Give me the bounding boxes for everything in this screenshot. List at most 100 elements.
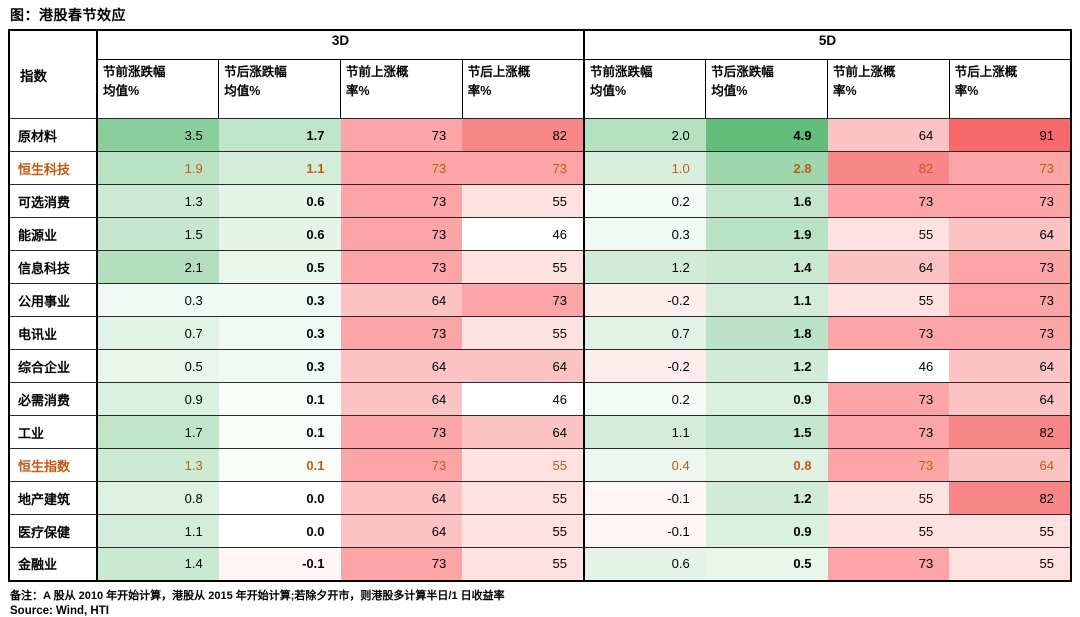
column-header: 节前上涨概 率% — [827, 59, 950, 119]
row-label: 地产建筑 — [9, 481, 98, 515]
data-cell: 73 — [827, 415, 950, 449]
table-row: 地产建筑 0.8 0.0 64 55 -0.1 1.2 55 82 — [9, 481, 1071, 515]
data-cell: 64 — [949, 448, 1071, 482]
data-cell: 2.1 — [97, 250, 219, 284]
data-cell: 0.3 — [97, 283, 219, 317]
data-cell: 91 — [949, 118, 1071, 152]
table-header: 指数 3D 5D 节前涨跌幅 均值% 节后涨跌幅 均值% 节前上涨概 率% 节后上涨概… — [9, 30, 1071, 119]
table-row: 公用事业 0.3 0.3 64 73 -0.2 1.1 55 73 — [9, 283, 1071, 317]
data-cell: 4.9 — [705, 118, 828, 152]
data-cell: 64 — [949, 349, 1071, 383]
data-cell: 1.2 — [584, 250, 706, 284]
table-row: 恒生指数 1.3 0.1 73 55 0.4 0.8 73 64 — [9, 448, 1071, 482]
data-cell: 0.8 — [97, 481, 219, 515]
data-cell: 0.2 — [584, 382, 706, 416]
data-cell: 1.9 — [705, 217, 828, 251]
data-cell: 0.7 — [97, 316, 219, 350]
data-cell: 0.3 — [218, 349, 341, 383]
data-cell: 73 — [827, 382, 950, 416]
data-cell: 0.0 — [218, 514, 341, 548]
table-row: 能源业 1.5 0.6 73 46 0.3 1.9 55 64 — [9, 217, 1071, 251]
row-label: 综合企业 — [9, 349, 98, 383]
column-header: 节后上涨概 率% — [461, 59, 584, 119]
data-cell: 55 — [462, 316, 585, 350]
row-label: 电讯业 — [9, 316, 98, 350]
data-cell: 82 — [462, 118, 585, 152]
column-header: 节前涨跌幅 均值% — [96, 59, 219, 119]
data-cell: 46 — [462, 217, 585, 251]
table-row: 金融业 1.4 -0.1 73 55 0.6 0.5 73 55 — [9, 547, 1071, 581]
footnote: 备注：A 股从 2010 年开始计算，港股从 2015 年开始计算;若除夕开市，… — [10, 589, 505, 602]
data-cell: 82 — [827, 151, 950, 185]
table-row: 必需消费 0.9 0.1 64 46 0.2 0.9 73 64 — [9, 382, 1071, 416]
data-cell: 73 — [949, 184, 1071, 218]
data-cell: 0.9 — [705, 382, 828, 416]
data-cell: 64 — [949, 217, 1071, 251]
column-header: 节后上涨概 率% — [948, 59, 1071, 119]
data-cell: 1.4 — [97, 547, 219, 581]
data-cell: 1.8 — [705, 316, 828, 350]
data-cell: 64 — [340, 283, 463, 317]
data-cell: 1.3 — [97, 448, 219, 482]
data-cell: 1.4 — [705, 250, 828, 284]
data-cell: 3.5 — [97, 118, 219, 152]
data-cell: 0.9 — [97, 382, 219, 416]
data-cell: 0.3 — [218, 283, 341, 317]
data-cell: 1.7 — [218, 118, 341, 152]
data-cell: 1.5 — [97, 217, 219, 251]
data-cell: 0.5 — [705, 547, 828, 581]
data-cell: 55 — [462, 250, 585, 284]
table-row: 综合企业 0.5 0.3 64 64 -0.2 1.2 46 64 — [9, 349, 1071, 383]
row-label: 必需消费 — [9, 382, 98, 416]
data-cell: 55 — [827, 514, 950, 548]
table-row: 信息科技 2.1 0.5 73 55 1.2 1.4 64 73 — [9, 250, 1071, 284]
data-cell: 55 — [462, 481, 585, 515]
row-label: 原材料 — [9, 118, 98, 152]
data-cell: 55 — [462, 184, 585, 218]
data-cell: 82 — [949, 415, 1071, 449]
data-cell: 64 — [340, 481, 463, 515]
data-cell: 0.1 — [218, 448, 341, 482]
data-cell: 73 — [340, 118, 463, 152]
data-cell: 1.6 — [705, 184, 828, 218]
data-cell: 55 — [462, 547, 585, 581]
data-cell: -0.1 — [218, 547, 341, 581]
data-cell: 73 — [949, 250, 1071, 284]
row-label: 恒生科技 — [9, 151, 98, 185]
data-cell: 2.8 — [705, 151, 828, 185]
data-cell: 73 — [340, 547, 463, 581]
data-cell: -0.2 — [584, 349, 706, 383]
data-cell: -0.2 — [584, 283, 706, 317]
table-row: 可选消费 1.3 0.6 73 55 0.2 1.6 73 73 — [9, 184, 1071, 218]
data-cell: 0.6 — [218, 217, 341, 251]
column-header-row: 节前涨跌幅 均值% 节后涨跌幅 均值% 节前上涨概 率% 节后上涨概 率% 节前涨跌幅 … — [9, 59, 1071, 119]
data-cell: 55 — [827, 283, 950, 317]
data-cell: 1.2 — [705, 481, 828, 515]
data-cell: 46 — [462, 382, 585, 416]
group-header-5d: 5D — [583, 30, 1071, 60]
row-label: 可选消费 — [9, 184, 98, 218]
data-cell: 64 — [340, 349, 463, 383]
data-cell: 46 — [827, 349, 950, 383]
column-header: 节前上涨概 率% — [340, 59, 463, 119]
data-cell: 73 — [827, 448, 950, 482]
data-cell: 0.6 — [584, 547, 706, 581]
data-cell: 1.7 — [97, 415, 219, 449]
data-cell: 64 — [462, 349, 585, 383]
data-cell: 73 — [340, 250, 463, 284]
data-cell: 73 — [949, 316, 1071, 350]
data-cell: 1.9 — [97, 151, 219, 185]
data-cell: -0.1 — [584, 514, 706, 548]
data-cell: 55 — [827, 481, 950, 515]
data-cell: -0.1 — [584, 481, 706, 515]
row-label: 金融业 — [9, 547, 98, 581]
column-header: 节后涨跌幅 均值% — [705, 59, 828, 119]
data-cell: 64 — [340, 514, 463, 548]
data-cell: 73 — [340, 184, 463, 218]
data-cell: 64 — [462, 415, 585, 449]
source-line: Source: Wind, HTI — [10, 604, 109, 617]
data-cell: 1.1 — [705, 283, 828, 317]
data-cell: 73 — [462, 283, 585, 317]
index-column-header: 指数 — [9, 30, 98, 119]
